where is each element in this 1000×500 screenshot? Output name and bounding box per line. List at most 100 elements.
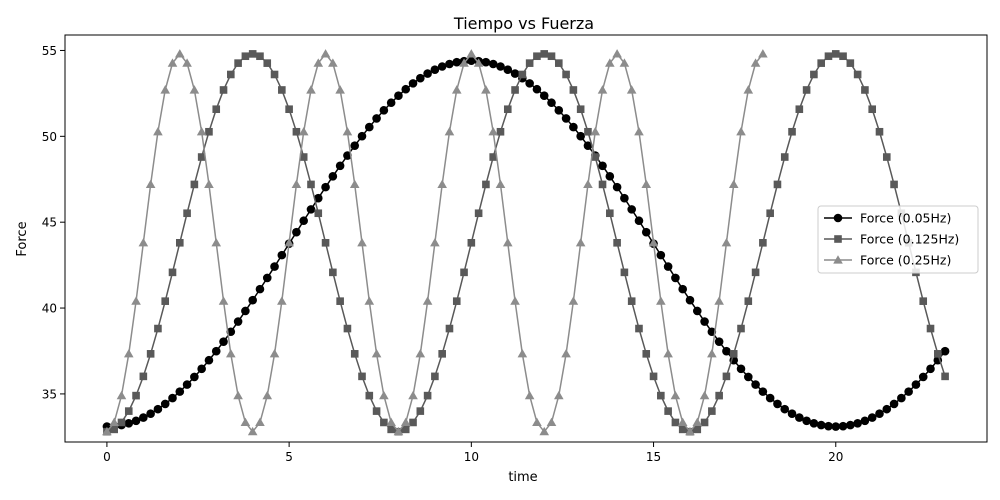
y-tick-label: 35 <box>42 387 57 401</box>
data-point <box>160 399 170 409</box>
data-point <box>664 407 672 415</box>
legend-marker <box>833 255 843 264</box>
data-point <box>255 284 265 294</box>
data-point <box>751 268 760 277</box>
data-point <box>612 49 622 58</box>
data-point <box>182 58 192 67</box>
data-point <box>911 380 921 389</box>
data-point <box>460 268 468 277</box>
data-point <box>744 297 753 305</box>
data-point <box>380 418 388 427</box>
data-point <box>605 172 615 181</box>
data-point <box>634 216 644 226</box>
data-point <box>918 372 928 382</box>
data-point <box>256 52 264 61</box>
data-point <box>205 127 213 136</box>
data-point <box>773 180 782 189</box>
data-point <box>393 426 404 436</box>
data-point <box>627 205 636 214</box>
data-point <box>568 296 579 305</box>
data-point <box>386 417 396 427</box>
data-point <box>139 372 148 381</box>
data-point <box>255 417 265 427</box>
data-point <box>722 346 731 356</box>
data-point <box>481 85 491 94</box>
data-point <box>284 237 294 247</box>
data-point <box>517 349 528 358</box>
data-point <box>109 417 119 427</box>
data-point <box>400 417 411 427</box>
y-tick-label: 40 <box>42 302 57 316</box>
data-point <box>743 85 754 94</box>
data-point <box>656 296 666 305</box>
data-point <box>248 295 257 305</box>
data-point <box>591 153 600 161</box>
data-point <box>824 421 833 431</box>
data-point <box>532 84 542 94</box>
data-point <box>321 182 330 192</box>
data-point <box>219 337 228 346</box>
legend-entry-label: Force (0.25Hz) <box>860 253 951 268</box>
data-point <box>473 58 484 67</box>
data-point <box>116 390 127 400</box>
data-point <box>583 141 593 150</box>
data-point <box>357 131 367 141</box>
data-point <box>482 180 490 189</box>
data-point <box>452 297 461 305</box>
data-point <box>663 262 673 271</box>
data-point <box>285 105 293 114</box>
data-point <box>919 297 928 305</box>
data-point <box>335 161 345 171</box>
data-point <box>692 306 702 316</box>
data-point <box>547 52 556 61</box>
data-point <box>379 390 389 400</box>
data-point <box>357 237 367 247</box>
data-point <box>780 153 789 161</box>
series-1 <box>102 56 950 431</box>
data-point <box>525 79 534 88</box>
chart-title: Tiempo vs Fuerza <box>453 14 594 33</box>
data-point <box>168 268 177 277</box>
data-point <box>677 417 688 427</box>
data-point <box>489 153 498 161</box>
data-point <box>226 349 236 358</box>
data-point <box>700 418 709 427</box>
data-point <box>867 413 877 422</box>
data-point <box>138 237 149 247</box>
x-tick-label: 5 <box>285 450 293 464</box>
data-point <box>882 404 892 414</box>
data-point <box>627 297 636 305</box>
data-point <box>445 324 454 333</box>
data-point <box>692 417 703 427</box>
data-point <box>926 324 935 333</box>
plot-frame <box>64 34 988 443</box>
data-point <box>671 418 680 427</box>
data-point <box>211 237 222 247</box>
series-2 <box>103 50 949 436</box>
legend-box <box>817 205 979 274</box>
data-point <box>598 180 607 189</box>
data-point <box>298 126 309 136</box>
data-point <box>606 209 614 218</box>
data-point <box>431 372 439 381</box>
data-point <box>569 122 578 132</box>
data-point <box>262 273 272 283</box>
data-point <box>227 70 235 79</box>
data-point <box>678 425 687 434</box>
data-point <box>737 324 745 333</box>
data-point <box>642 350 651 358</box>
data-point <box>131 296 141 305</box>
data-point <box>502 237 513 247</box>
data-point <box>766 209 774 218</box>
data-point <box>422 296 433 305</box>
data-point <box>350 350 359 358</box>
data-point <box>626 85 637 94</box>
data-point <box>168 393 177 403</box>
data-point <box>241 52 250 61</box>
data-point <box>838 421 848 431</box>
series-layer <box>102 49 950 436</box>
legend-marker <box>833 213 843 223</box>
data-point <box>110 425 118 434</box>
data-point <box>641 227 651 237</box>
